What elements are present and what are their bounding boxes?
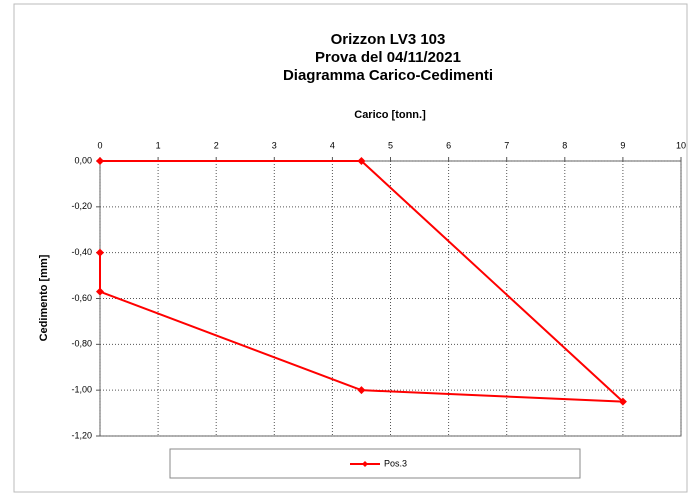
x-tick-label: 0 — [97, 140, 102, 150]
legend-swatch — [362, 461, 368, 467]
chart-title: Diagramma Carico-Cedimenti — [283, 67, 493, 84]
x-tick-label: 7 — [504, 140, 509, 150]
chart-title: Prova del 04/11/2021 — [315, 49, 461, 66]
y-axis-label: Cedimento [mm] — [38, 254, 50, 341]
x-tick-label: 2 — [214, 140, 219, 150]
data-point — [96, 248, 104, 257]
y-tick-label: -0,60 — [71, 293, 92, 303]
y-tick-label: -0,20 — [71, 201, 92, 211]
x-tick-label: 3 — [272, 140, 277, 150]
data-point — [357, 157, 366, 165]
data-point — [96, 287, 104, 296]
legend-label: Pos.3 — [384, 458, 407, 468]
data-point — [618, 397, 627, 406]
series-line — [99, 160, 626, 403]
chart-title: Orizzon LV3 103 — [331, 31, 446, 48]
x-tick-label: 8 — [562, 140, 567, 150]
data-point — [96, 157, 104, 165]
x-axis-label: Carico [tonn.] — [354, 109, 426, 121]
data-point — [357, 386, 366, 395]
y-tick-label: -1,00 — [71, 385, 92, 395]
x-tick-label: 1 — [156, 140, 161, 150]
y-tick-label: -0,80 — [71, 339, 92, 349]
x-tick-label: 6 — [446, 140, 451, 150]
x-tick-label: 10 — [676, 140, 686, 150]
y-tick-label: 0,00 — [74, 155, 92, 165]
x-tick-label: 4 — [330, 140, 335, 150]
y-tick-label: -1,20 — [71, 430, 92, 440]
y-tick-label: -0,40 — [71, 247, 92, 257]
x-tick-label: 5 — [388, 140, 393, 150]
x-tick-label: 9 — [620, 140, 625, 150]
